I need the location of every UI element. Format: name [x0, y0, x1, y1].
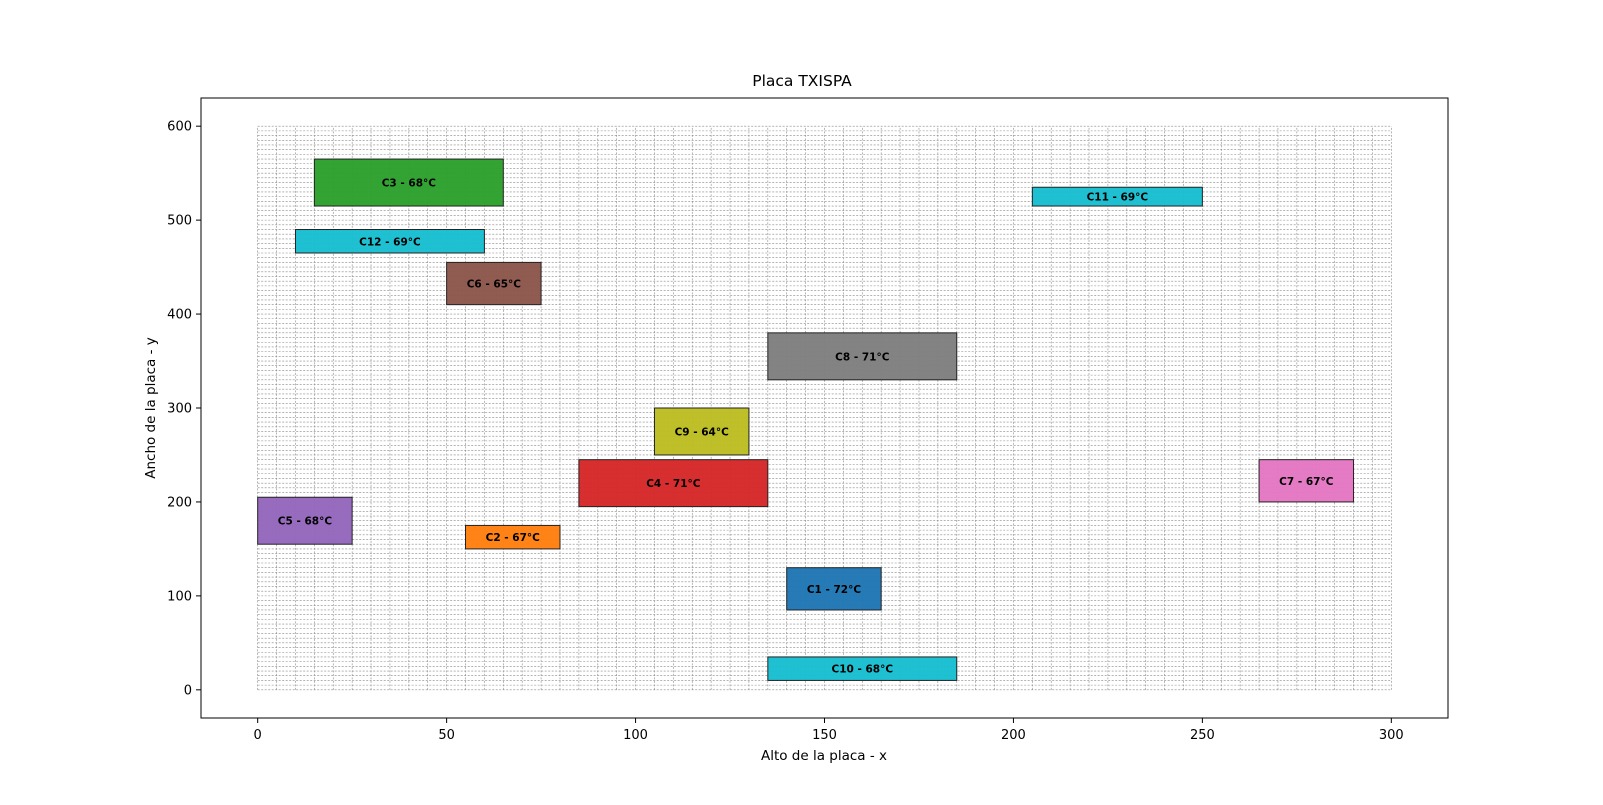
y-tick-label: 100: [167, 589, 192, 604]
component-rect: [446, 261, 542, 306]
component-rect: [786, 567, 882, 611]
x-tick-label: 300: [1379, 728, 1404, 743]
y-axis-ticks: 0 100 200 300 400 500 600: [167, 120, 201, 698]
component-label: C4 - 71°C: [646, 478, 701, 490]
component-label: C7 - 67°C: [1279, 476, 1334, 488]
component-label: C12 - 69°C: [359, 236, 421, 248]
x-tick-label: 0: [254, 728, 262, 743]
x-tick-label: 50: [438, 728, 455, 743]
component-label: C10 - 68°C: [832, 664, 894, 676]
x-axis-label: Alto de la placa - x: [761, 748, 887, 764]
component-rect: [257, 496, 353, 545]
y-tick-label: 400: [167, 308, 192, 323]
component-rect: [1031, 186, 1203, 207]
x-tick-label: 250: [1190, 728, 1215, 743]
y-axis-label: Ancho de la placa - y: [143, 337, 159, 479]
component-rect: [465, 524, 561, 550]
components-layer: C1 - 72°C C2 - 67°C C3 - 68°C C4 - 71°C C5 -…: [257, 158, 1355, 681]
y-tick-label: 200: [167, 495, 192, 510]
component-rect: [294, 229, 485, 254]
x-tick-label: 150: [812, 728, 837, 743]
y-tick-label: 500: [167, 214, 192, 229]
component-label: C3 - 68°C: [382, 178, 437, 190]
x-axis-ticks: 0 50 100 150 200 250 300: [254, 718, 1404, 743]
component-label: C6 - 65°C: [467, 279, 522, 291]
component-label: C11 - 69°C: [1087, 192, 1149, 204]
plate-grid: [257, 125, 1392, 691]
component-rect: [767, 656, 958, 681]
y-tick-label: 600: [167, 120, 192, 135]
component-rect: [1258, 459, 1355, 503]
component-rect: [578, 459, 769, 508]
component-label: C5 - 68°C: [278, 516, 333, 528]
component-label: C9 - 64°C: [675, 426, 730, 438]
component-rect: [653, 407, 750, 456]
y-tick-label: 0: [184, 683, 192, 698]
component-rect: [313, 158, 504, 207]
component-label: C2 - 67°C: [486, 532, 541, 544]
chart-title: Placa TXISPA: [752, 72, 852, 90]
component-label: C1 - 72°C: [807, 584, 862, 596]
component-rect: [767, 332, 958, 381]
component-label: C8 - 71°C: [835, 351, 890, 363]
y-tick-label: 300: [167, 402, 192, 417]
x-tick-label: 200: [1001, 728, 1026, 743]
x-tick-label: 100: [623, 728, 648, 743]
